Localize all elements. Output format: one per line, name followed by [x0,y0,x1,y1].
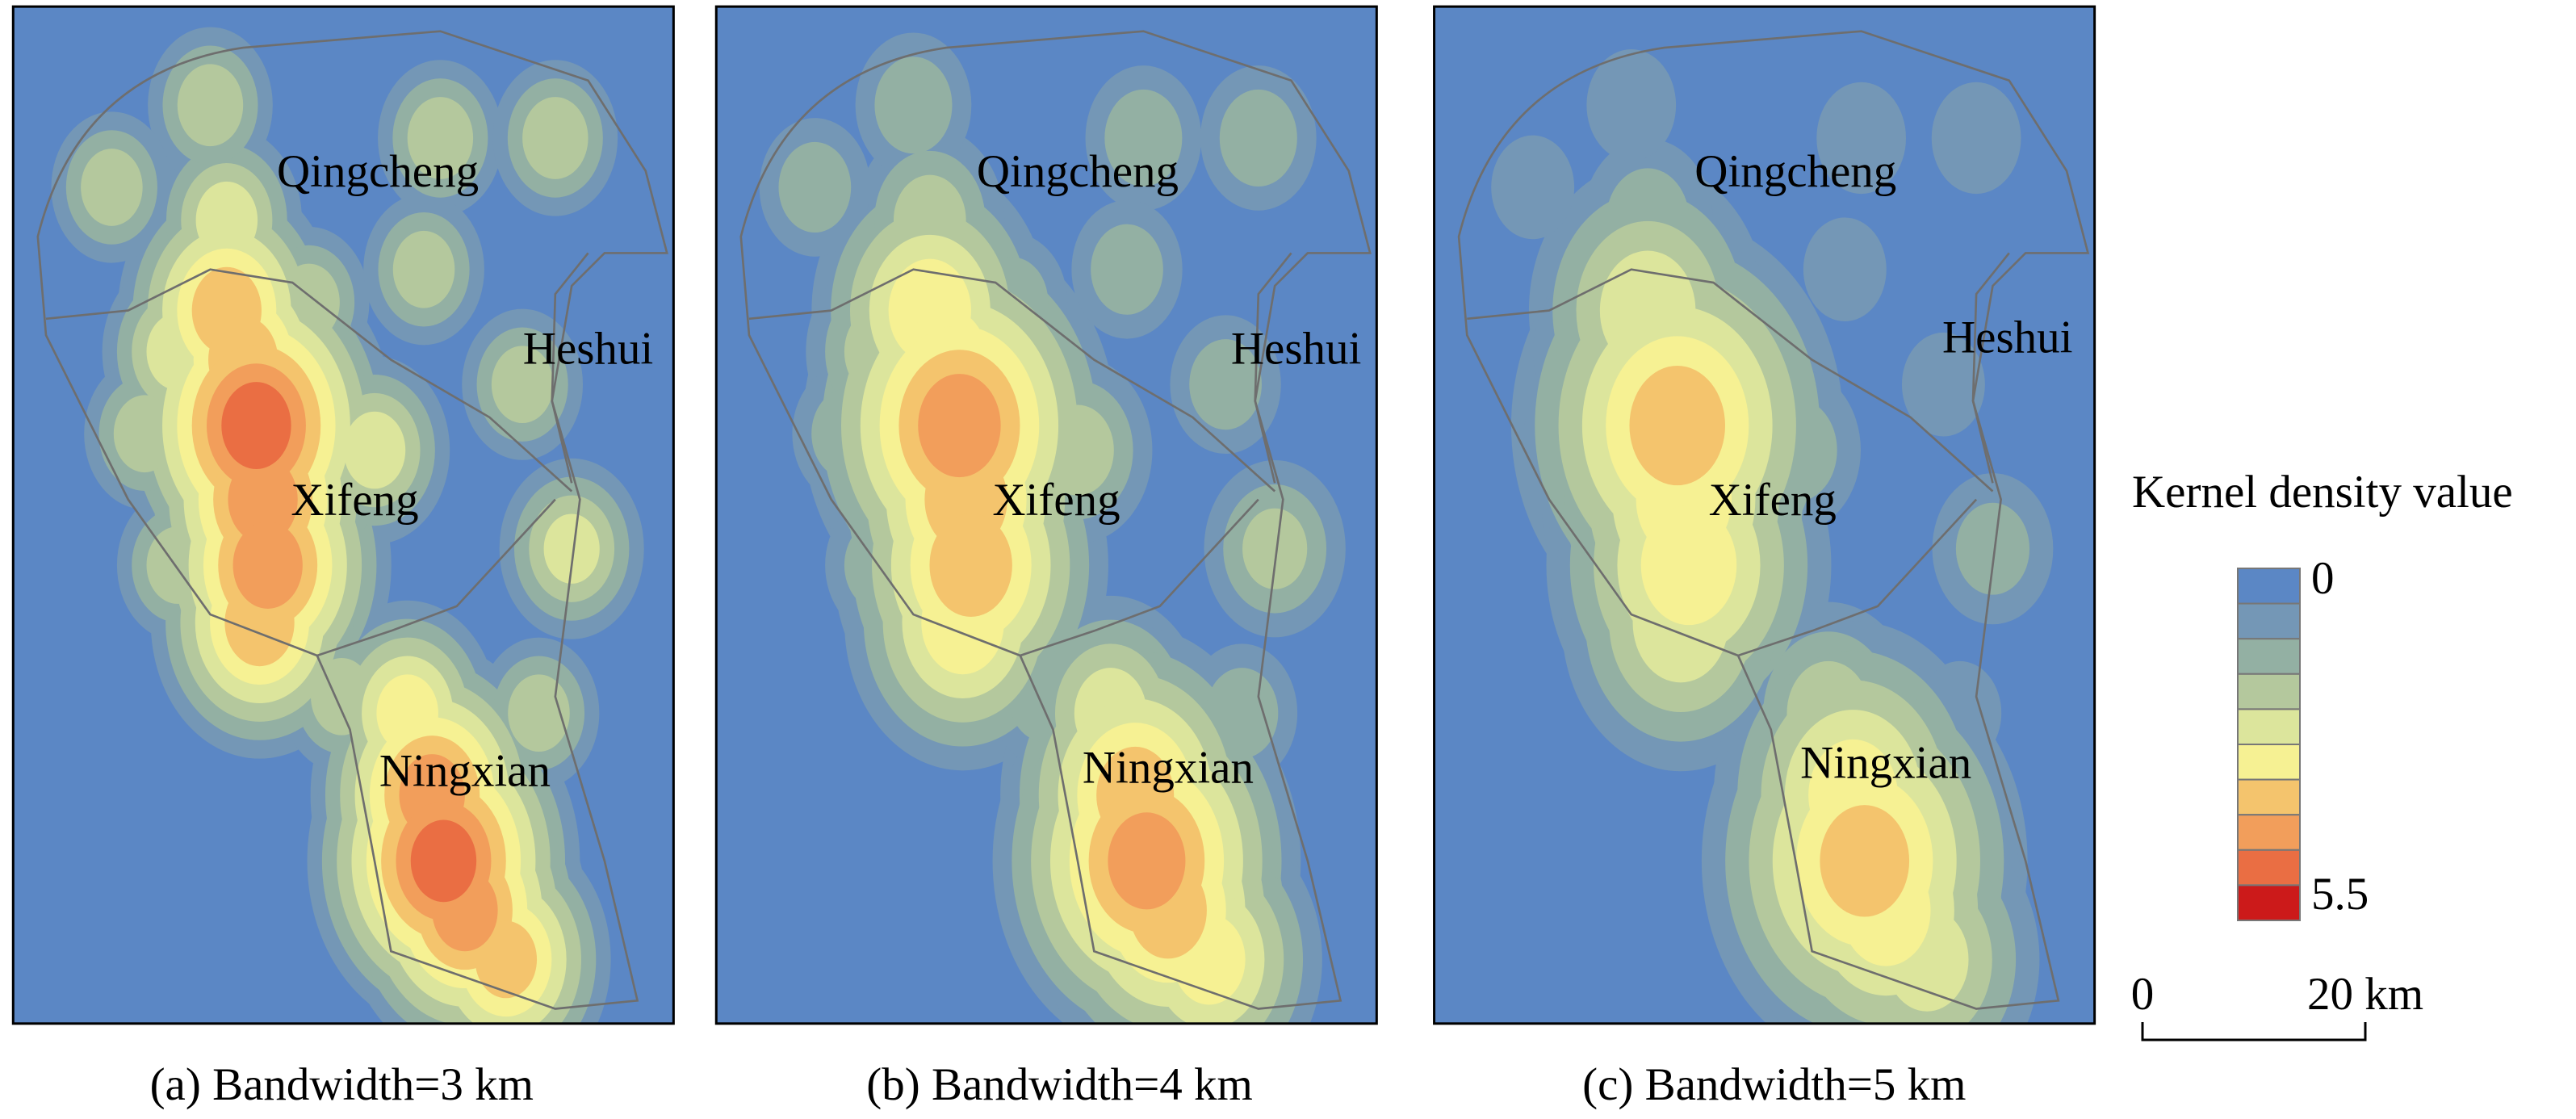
density-contour [228,455,298,543]
density-contour [1108,812,1186,910]
density-contour [1955,502,2030,595]
density-contour [392,230,455,308]
region-label: Xifeng [291,475,418,526]
density-contour [1640,505,1737,626]
region-label: Qingcheng [277,146,479,197]
legend-swatch [2237,849,2301,886]
map-panel [1434,6,2095,1024]
boundaries [739,30,1372,1010]
legend-swatch [2237,638,2301,675]
density-contour [232,522,303,609]
density-surface [51,27,644,1024]
legend-min-label: 0 [2311,553,2335,604]
legend-swatch [2237,673,2301,710]
region-label: Qingcheng [977,146,1179,197]
legend-swatch [2237,744,2301,781]
region-label: Xifeng [1709,475,1837,526]
density-contour [221,382,291,469]
density-contour [113,395,176,473]
density-contour [491,346,554,424]
density-contour [1820,805,1910,917]
region-label: Ningxian [1800,737,1971,788]
county-boundary [748,268,1276,492]
boundaries [36,30,668,1010]
legend-swatch [2237,884,2301,922]
county-boundary [45,268,573,492]
legend-swatch [2237,778,2301,816]
county-boundary [1737,498,1978,657]
county-boundary [739,30,1372,1010]
density-contour [1629,365,1725,486]
density-contour [522,97,589,179]
density-contour [1041,404,1114,496]
county-boundary [316,498,556,657]
density-contour [508,674,570,752]
density-contour [1189,339,1262,430]
density-contour [778,141,852,233]
scalebar-line [2141,1022,2367,1041]
boundaries [1457,30,2090,1010]
region-label: Xifeng [992,475,1120,526]
density-contour [1931,82,2021,195]
legend-swatch [2237,814,2301,851]
legend-swatch [2237,602,2301,640]
legend-max-label: 5.5 [2311,869,2369,920]
panel-frame [11,5,675,1025]
panel-caption: (a) Bandwidth=3 km [150,1059,534,1110]
map-panel [13,6,674,1024]
density-contour [1901,332,1985,437]
density-contour [1491,135,1575,240]
density-contour [407,97,474,179]
density-contour [874,57,953,154]
county-boundary [1467,268,1994,492]
density-contour [1586,49,1677,161]
county-boundary [551,252,589,484]
region-label: Ningxian [379,746,551,797]
county-boundary [1254,252,1292,484]
density-surface [1491,49,2054,1024]
density-contour [1091,224,1163,315]
density-contour [1803,217,1887,322]
density-contour [195,181,258,259]
region-label: Qingcheng [1694,146,1896,197]
density-contour [1104,89,1183,186]
density-contour [929,513,1012,618]
panel-caption: (c) Bandwidth=5 km [1582,1059,1966,1110]
region-label: Heshui [1231,324,1361,375]
map-panel [716,6,1377,1024]
density-contour [410,819,477,903]
density-contour [1816,82,1907,195]
density-surface [759,32,1346,1024]
density-contour [1242,508,1308,589]
density-contour [81,149,143,226]
region-label: Heshui [523,324,653,375]
region-label: Ningxian [1083,743,1254,794]
county-boundary [1457,30,2090,1010]
panel-caption: (b) Bandwidth=4 km [866,1059,1253,1110]
density-contour [343,411,406,489]
county-boundary [36,30,668,1010]
density-contour [1219,89,1297,186]
scalebar-start: 0 [2131,969,2155,1020]
legend-swatch [2237,708,2301,746]
legend-title: Kernel density value [2132,467,2513,518]
scalebar-end: 20 km [2307,969,2423,1020]
county-boundary [1020,498,1259,657]
county-boundary [1971,252,2010,484]
density-contour [475,920,538,999]
density-contour [918,374,1001,478]
density-contour [177,64,244,147]
panel-frame [714,5,1378,1025]
region-label: Heshui [1942,312,2072,363]
panel-frame [1433,5,2096,1025]
legend-swatch [2237,568,2301,605]
density-contour [543,513,600,584]
